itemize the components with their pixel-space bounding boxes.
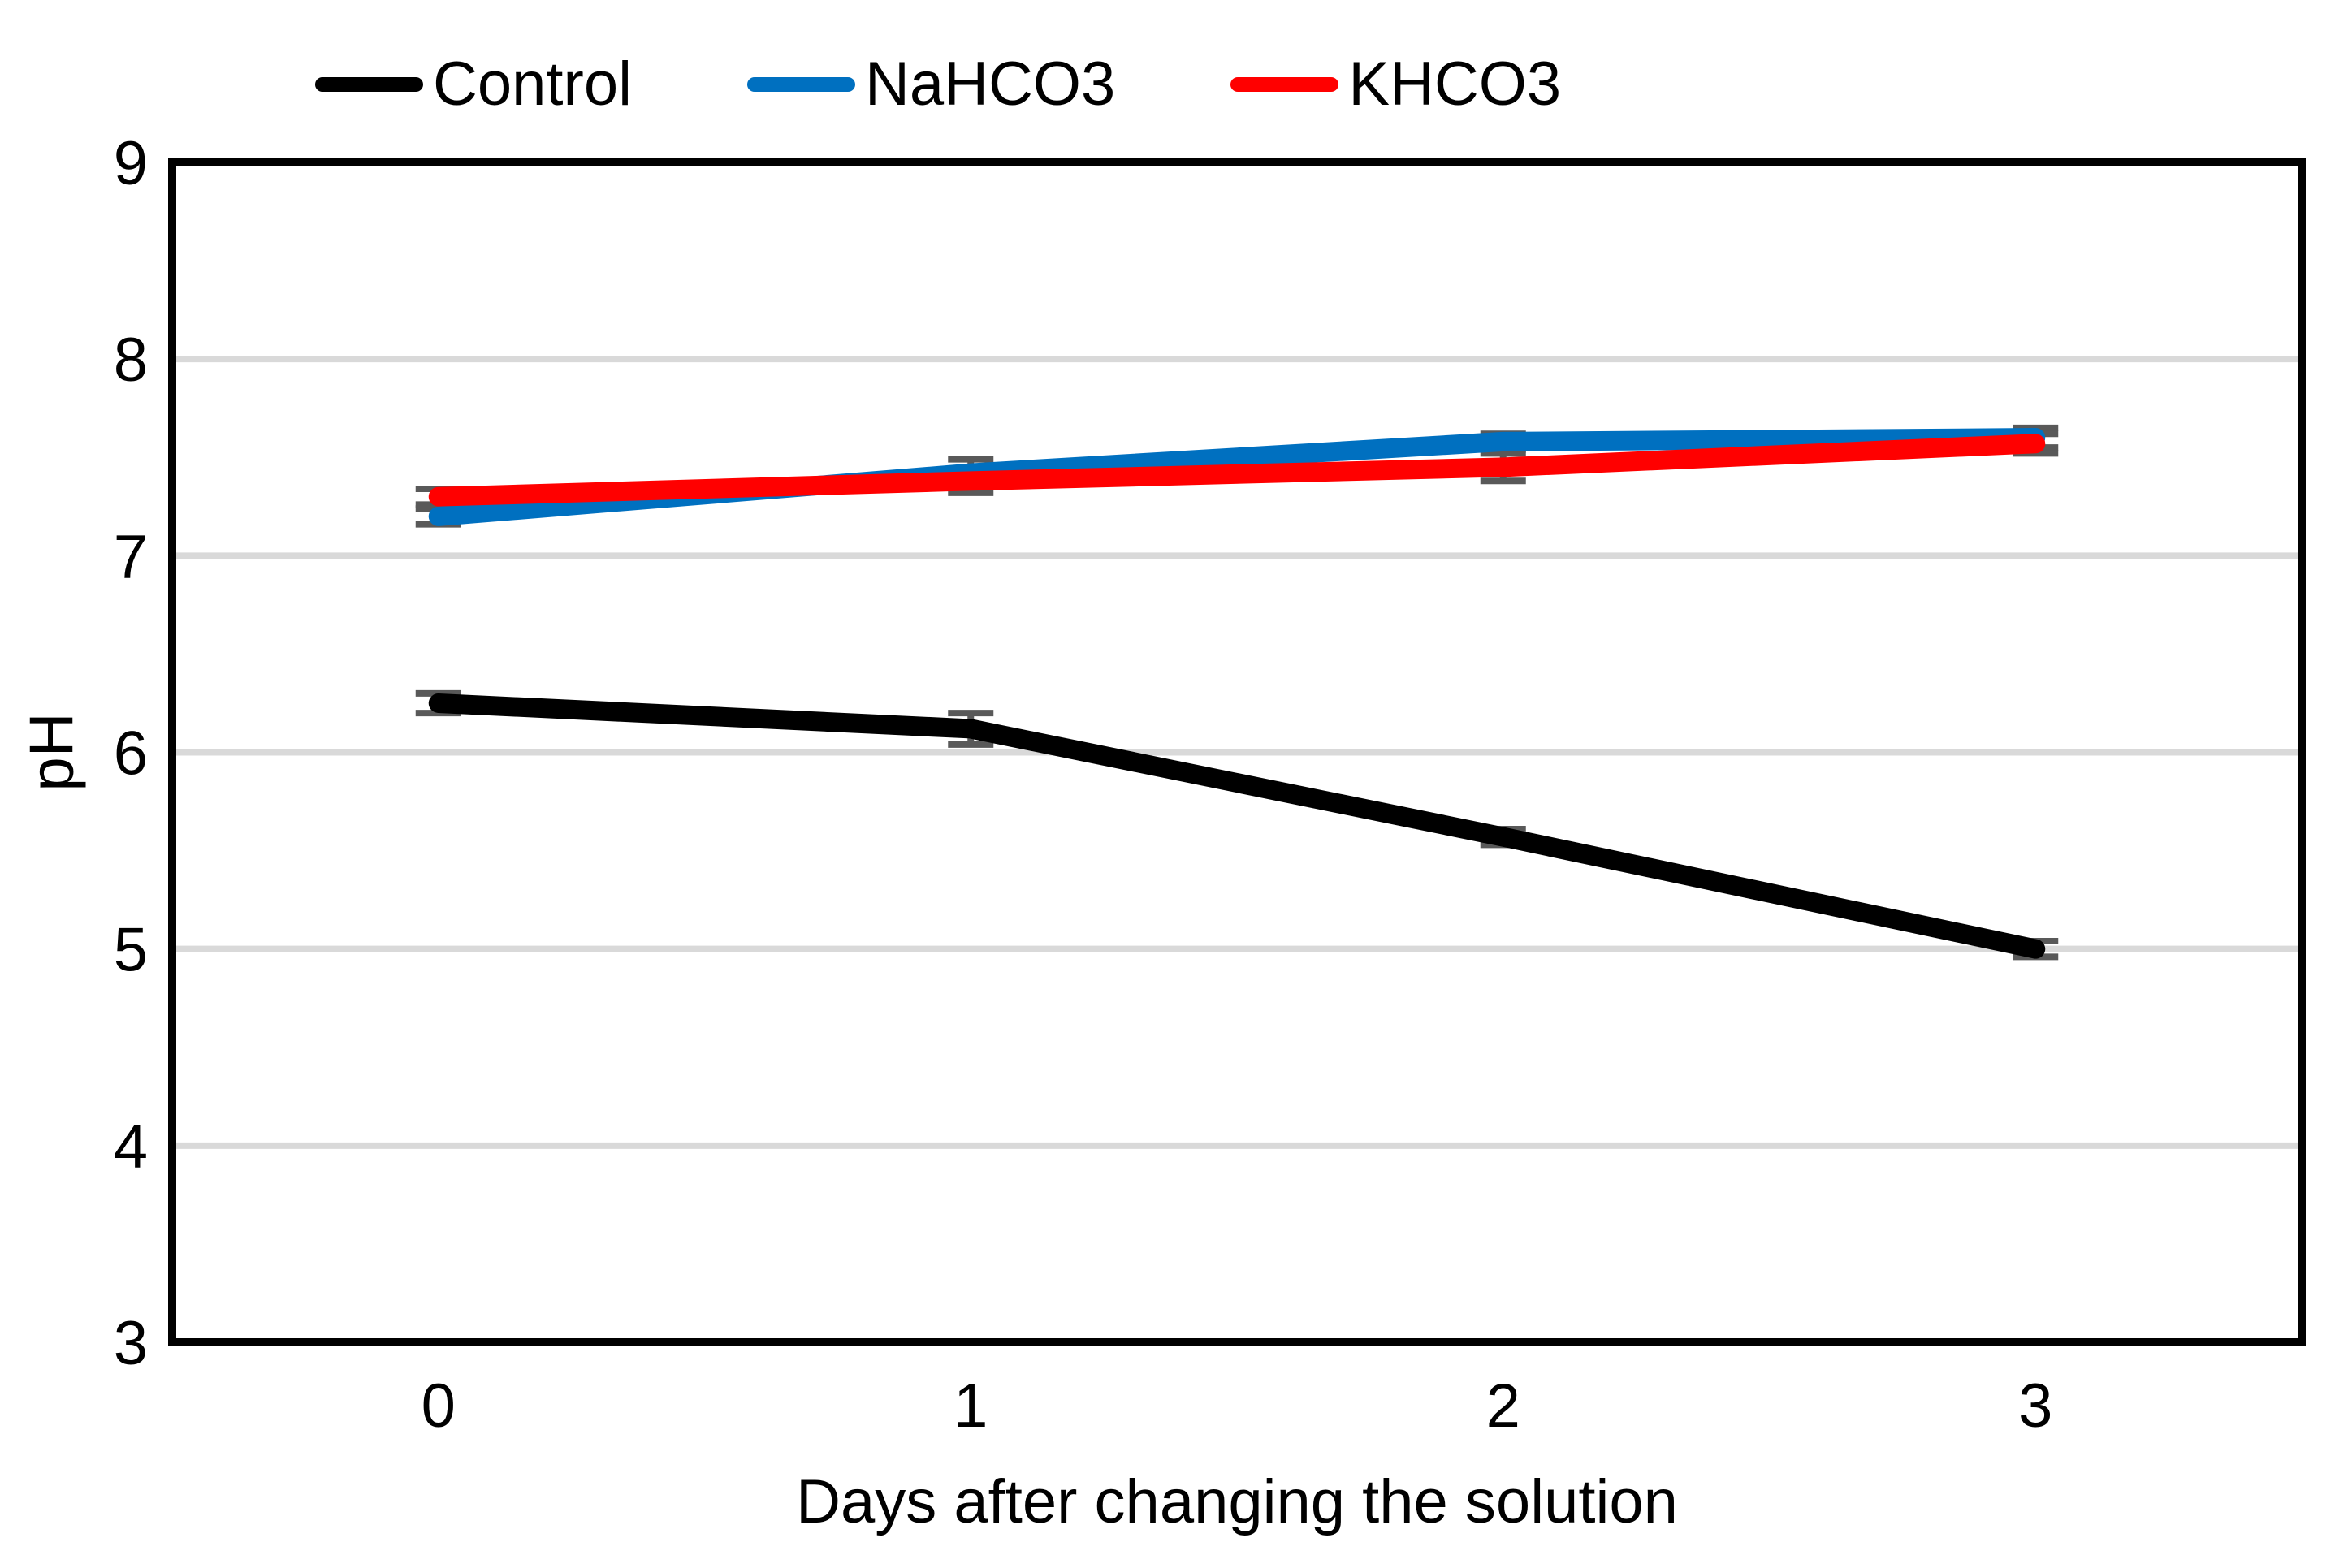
legend-label-khco3: KHCO3 (1348, 50, 1562, 119)
legend-swatch-control (315, 76, 423, 92)
legend-item-nahco3: NaHCO3 (747, 50, 1115, 119)
plot-border (168, 158, 2306, 1346)
legend-label-control: Control (433, 50, 632, 119)
x-tick-label: 2 (1486, 1371, 1520, 1441)
y-tick-label: 3 (114, 1309, 148, 1378)
legend-label-nahco3: NaHCO3 (865, 50, 1116, 119)
y-tick-label: 8 (114, 326, 148, 395)
legend-item-control: Control (315, 50, 632, 119)
legend: Control NaHCO3 KHCO3 (315, 50, 1561, 119)
x-axis-title: Days after changing the solution (796, 1467, 1678, 1536)
legend-swatch-nahco3 (747, 76, 855, 92)
y-tick-label: 7 (114, 522, 148, 591)
y-tick-label: 4 (114, 1112, 148, 1181)
y-tick-label: 9 (114, 129, 148, 198)
x-tick-label: 0 (422, 1371, 456, 1441)
series-line-Control (428, 693, 2046, 959)
y-axis-title: pH (17, 712, 87, 792)
series-line-KHCO3 (428, 434, 2046, 507)
x-tick-label: 1 (953, 1371, 988, 1441)
legend-swatch-khco3 (1230, 76, 1339, 92)
y-tick-label: 5 (114, 916, 148, 985)
legend-item-khco3: KHCO3 (1230, 50, 1561, 119)
x-tick-label: 3 (2018, 1371, 2052, 1441)
y-tick-label: 6 (114, 719, 148, 788)
